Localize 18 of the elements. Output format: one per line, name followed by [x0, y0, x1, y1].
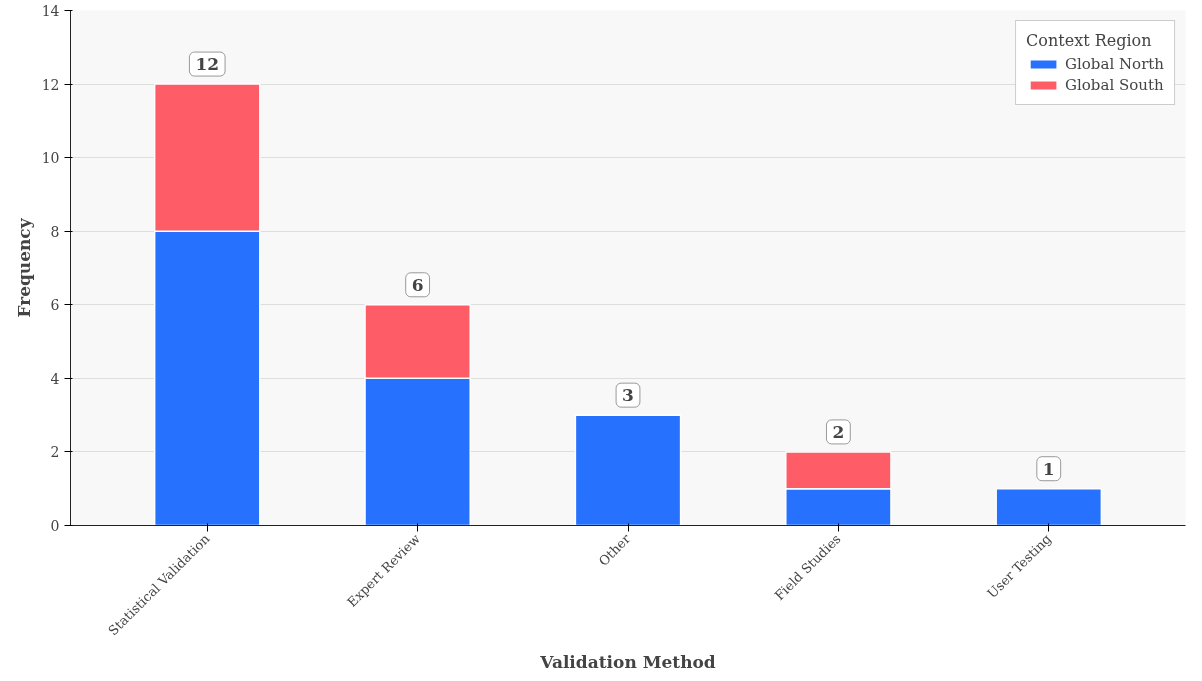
- y-tick-label: 0: [50, 518, 60, 534]
- y-tick-label: 6: [50, 297, 60, 314]
- y-tick-label: 4: [50, 370, 60, 387]
- y-tick-label: 14: [41, 3, 60, 19]
- total-label: 3: [622, 385, 634, 406]
- legend-label: Global South: [1065, 76, 1164, 94]
- total-label: 1: [1042, 458, 1055, 479]
- total-label: 6: [411, 274, 424, 295]
- total-label: 12: [195, 54, 220, 75]
- total-label: 2: [832, 421, 845, 442]
- y-axis-title: Frequency: [13, 217, 34, 318]
- legend-title: Context Region: [1026, 31, 1153, 50]
- y-tick-label: 10: [41, 150, 60, 167]
- legend-label: Global North: [1065, 55, 1164, 73]
- y-tick-label: 12: [41, 76, 60, 93]
- x-axis-title: Validation Method: [539, 651, 716, 672]
- y-tick-label: 2: [50, 444, 60, 461]
- y-tick-label: 8: [50, 223, 60, 240]
